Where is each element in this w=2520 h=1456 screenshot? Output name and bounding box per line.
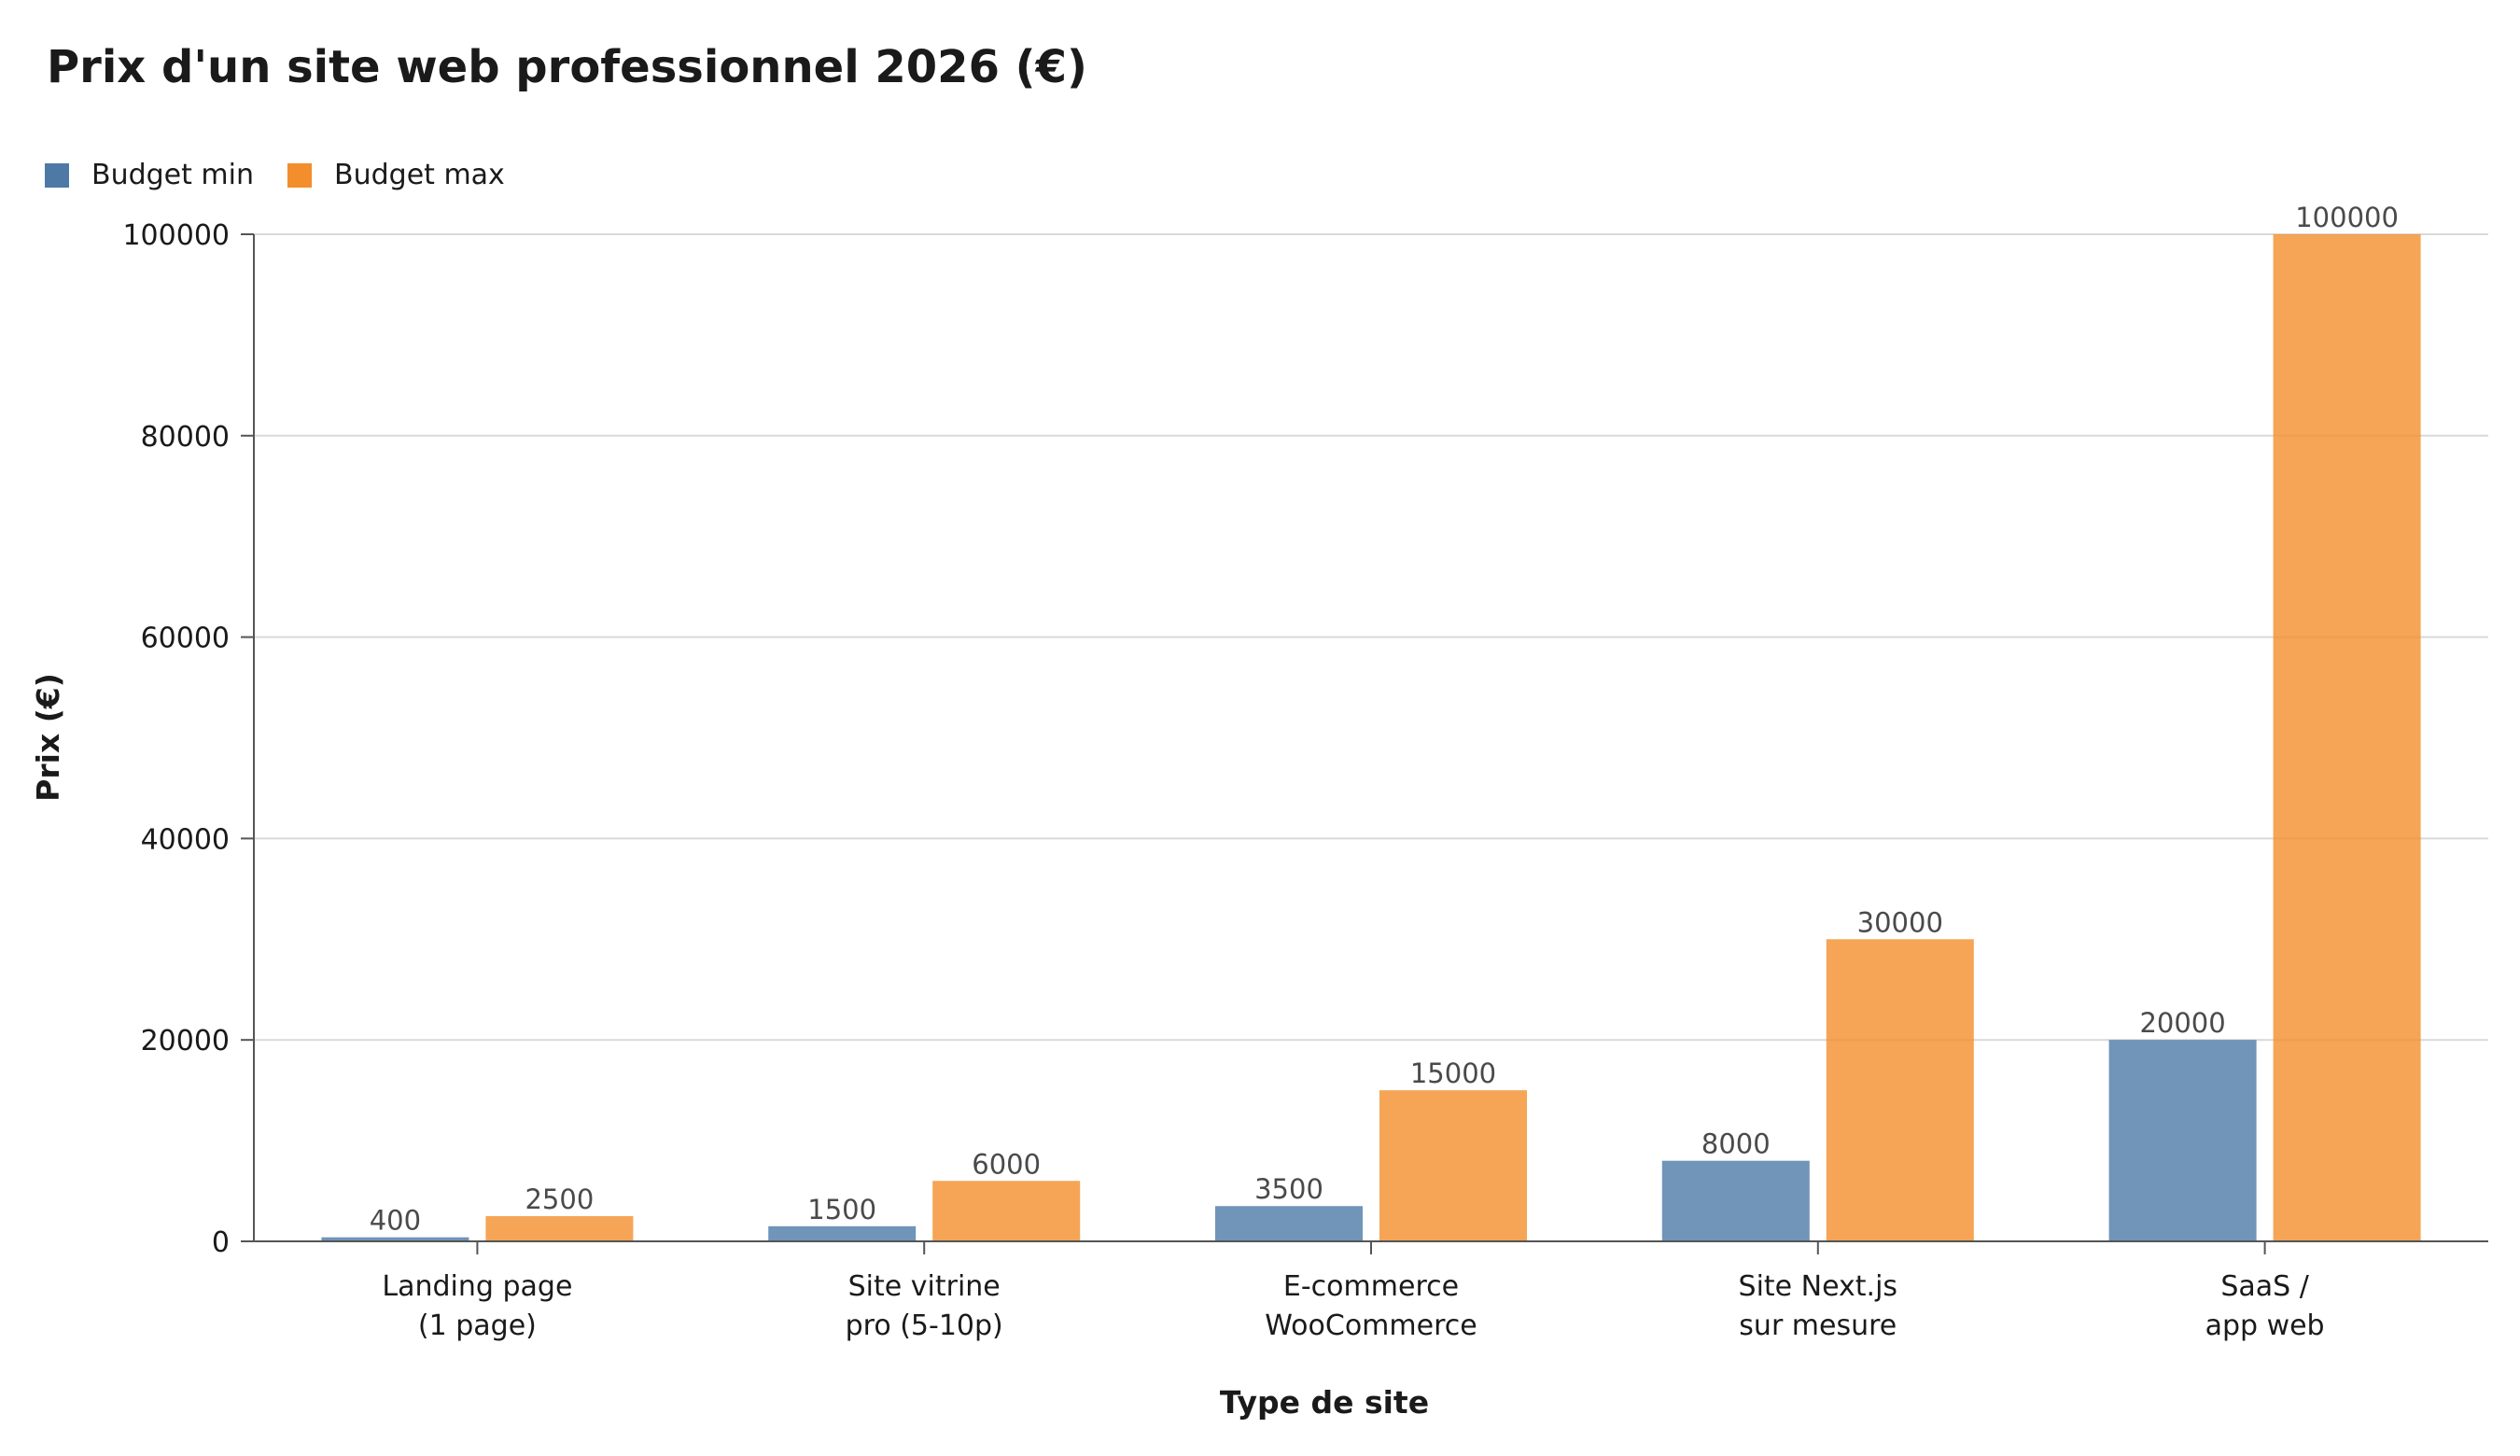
labels: 0 20000 40000 60000 80000 100000 400 2500 Landin…	[30, 202, 2399, 1421]
y-tick-label: 40000	[141, 823, 230, 856]
bar-budget-min	[321, 1237, 469, 1241]
bar-budget-max	[485, 1216, 634, 1241]
bars	[321, 234, 2421, 1241]
bar-budget-min	[768, 1225, 917, 1241]
bar-budget-min	[1661, 1160, 1810, 1241]
y-tick-label: 80000	[141, 421, 230, 454]
x-tick-label: (1 page)	[418, 1309, 537, 1342]
x-tick-label: app web	[2205, 1309, 2325, 1342]
data-label: 400	[370, 1205, 421, 1237]
y-tick-label: 60000	[141, 623, 230, 655]
legend-item-budget-max: Budget max	[287, 159, 505, 191]
data-label: 1500	[807, 1194, 876, 1225]
x-axis-title: Type de site	[1220, 1384, 1429, 1421]
bar-budget-max	[1379, 1090, 1527, 1241]
data-label: 2500	[525, 1183, 594, 1215]
x-tick-label: pro (5-10p)	[846, 1309, 1003, 1342]
data-label: 8000	[1701, 1128, 1771, 1160]
y-tick-label: 0	[212, 1226, 230, 1259]
bar-budget-min	[1215, 1206, 1363, 1241]
chart-title: Prix d'un site web professionnel 2026 (€…	[47, 41, 1087, 93]
legend: Budget min Budget max	[45, 159, 539, 191]
y-tick-label: 20000	[141, 1025, 230, 1057]
bar-budget-min	[2108, 1040, 2257, 1241]
x-tick-label: Landing page	[382, 1270, 572, 1303]
x-tick-label: Site vitrine	[848, 1270, 1001, 1303]
legend-swatch-budget-min	[45, 162, 69, 188]
data-label: 20000	[2139, 1007, 2225, 1039]
x-tick-label: SaaS /	[2220, 1270, 2309, 1303]
legend-label-budget-min: Budget min	[91, 159, 255, 191]
legend-label-budget-max: Budget max	[334, 159, 505, 191]
bar-budget-max	[2273, 234, 2421, 1241]
y-axis-title: Prix (€)	[30, 673, 66, 802]
legend-item-budget-min: Budget min	[45, 159, 254, 191]
bar-budget-max	[932, 1181, 1081, 1241]
legend-swatch-budget-max	[287, 162, 313, 188]
data-label: 3500	[1254, 1173, 1323, 1205]
x-tick-label: WooCommerce	[1265, 1309, 1477, 1342]
y-tick-label: 100000	[122, 219, 230, 252]
data-label: 15000	[1410, 1057, 1496, 1089]
data-label: 6000	[972, 1148, 1041, 1180]
x-tick-label: E-commerce	[1283, 1270, 1459, 1303]
x-tick-label: sur mesure	[1739, 1309, 1897, 1342]
x-tick-label: Site Next.js	[1739, 1270, 1898, 1303]
gridlines	[254, 233, 2488, 1042]
data-label: 30000	[1857, 906, 1943, 938]
axes	[241, 233, 2488, 1254]
bar-budget-max	[1826, 939, 1974, 1241]
data-label: 100000	[2295, 202, 2399, 233]
